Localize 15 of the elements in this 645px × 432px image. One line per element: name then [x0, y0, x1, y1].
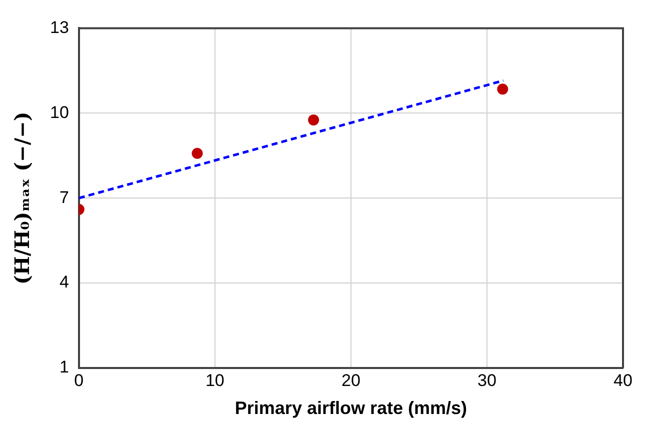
y-tick-label: 10: [50, 102, 69, 122]
y-tick-label: 1: [59, 358, 69, 377]
point: [497, 84, 508, 95]
x-tick-label: 30: [478, 370, 496, 390]
point: [308, 114, 320, 126]
y-axis-title: (H/H₀)ₘₐₓ (−/−): [10, 112, 34, 285]
y-tick-label: 4: [59, 272, 69, 292]
x-tick-label: 40: [614, 370, 632, 390]
x-tick-label: 10: [205, 370, 224, 390]
x-axis-title: Primary airflow rate (mm/s): [234, 398, 467, 418]
x-tick-label: 20: [341, 370, 360, 390]
y-tick-label: 13: [50, 18, 69, 37]
x-tick-label: 0: [74, 370, 84, 390]
point: [192, 148, 203, 159]
y-tick-label: 7: [59, 188, 69, 207]
